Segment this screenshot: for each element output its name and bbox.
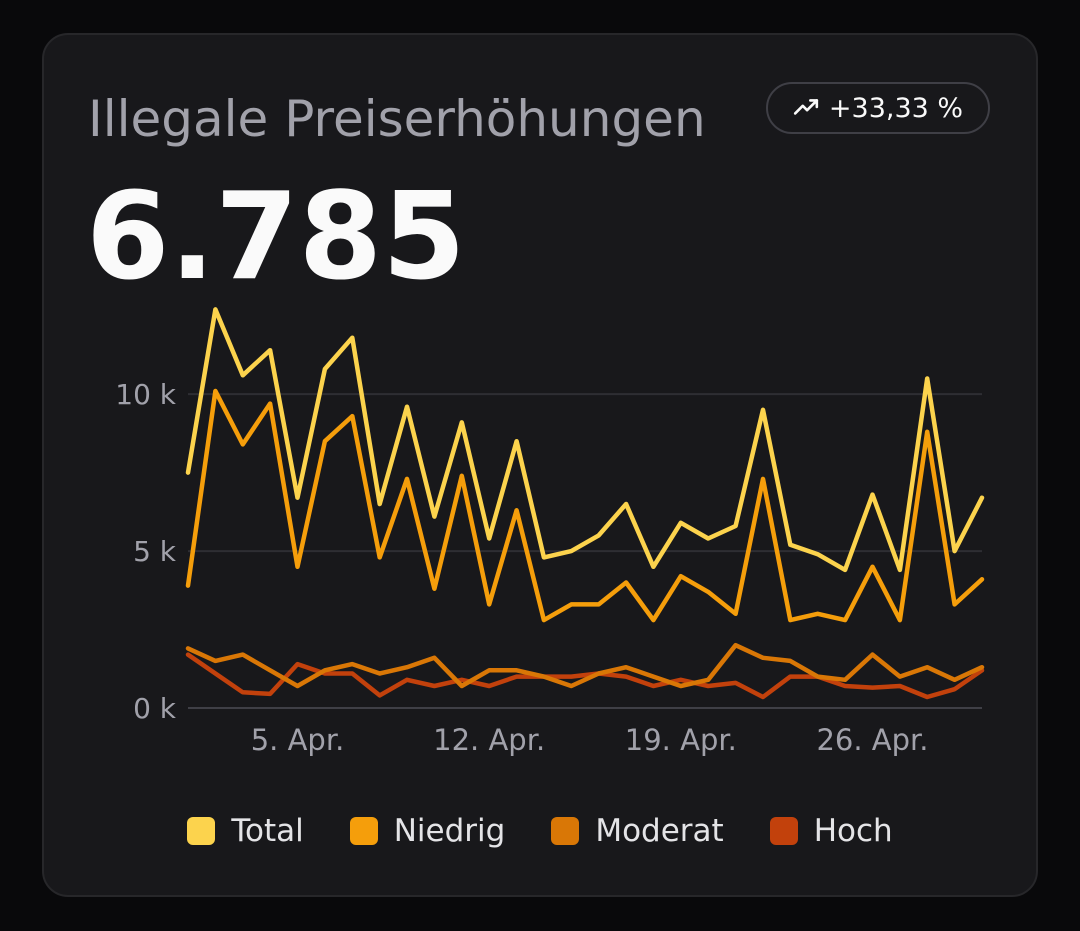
x-tick-label: 26. Apr. (816, 723, 928, 757)
series-lines (185, 307, 985, 700)
series-line-total (185, 307, 985, 573)
trend-badge-text: +33,33 % (828, 92, 964, 124)
legend-swatch (187, 817, 216, 845)
line-chart: 0 k 5 k 10 k 5. Apr. 12. Apr. 19. Apr. 26. Ap… (115, 307, 985, 757)
x-axis-ticks: 5. Apr. 12. Apr. 19. Apr. 26. Apr. (251, 723, 929, 757)
legend-item-niedrig[interactable]: Niedrig (349, 813, 506, 849)
x-tick-label: 12. Apr. (433, 723, 545, 757)
legend-item-moderat[interactable]: Moderat (551, 813, 724, 849)
chart-card (42, 33, 1038, 897)
series-line-niedrig (185, 388, 985, 623)
legend-item-total[interactable]: Total (187, 813, 304, 849)
y-axis-ticks: 0 k 5 k 10 k (115, 378, 177, 725)
y-tick-label: 0 k (133, 692, 177, 725)
card-title: Illegale Preiserhöhungen (88, 90, 706, 148)
x-tick-label: 5. Apr. (251, 723, 345, 757)
legend-item-hoch[interactable]: Hoch (769, 813, 893, 849)
legend-label: Niedrig (393, 813, 506, 849)
legend-swatch (769, 817, 798, 845)
card-value: 6.785 (86, 168, 466, 307)
legend-label: Moderat (595, 813, 724, 849)
y-tick-label: 5 k (133, 535, 177, 568)
trending-up-icon (793, 95, 819, 121)
x-tick-label: 19. Apr. (625, 723, 737, 757)
legend-swatch (551, 817, 580, 845)
legend-label: Total (231, 813, 304, 849)
chart-legend: Total Niedrig Moderat Hoch (0, 806, 1080, 856)
y-tick-label: 10 k (115, 378, 177, 411)
trend-badge: +33,33 % (766, 82, 990, 134)
series-line-moderat (185, 642, 985, 689)
legend-label: Hoch (813, 813, 893, 849)
legend-swatch (349, 817, 378, 845)
